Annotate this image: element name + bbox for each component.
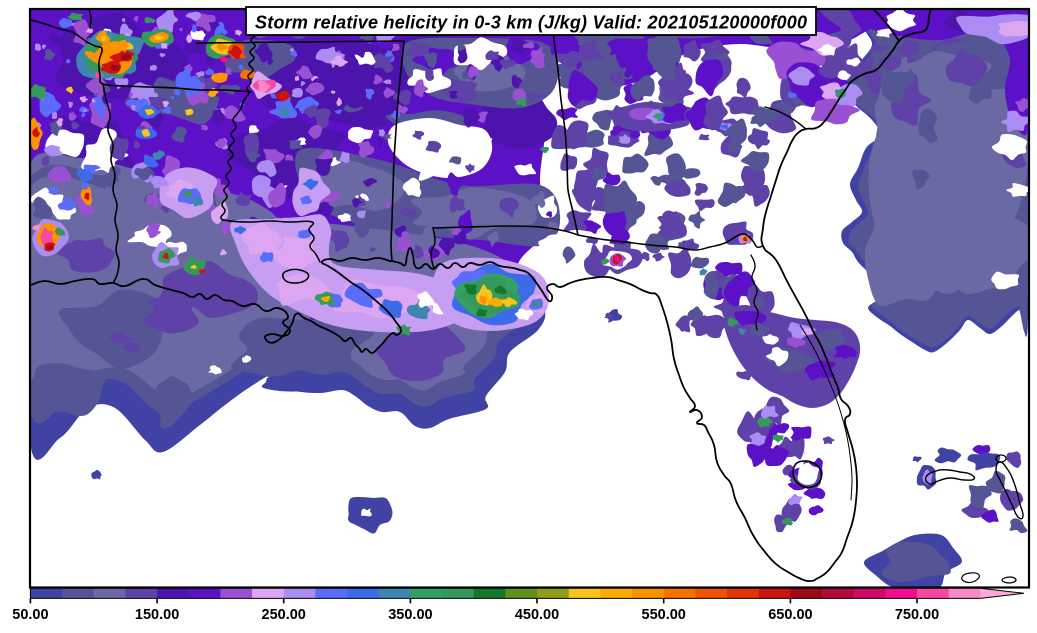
svg-text:450.00: 450.00 [515, 607, 559, 623]
svg-text:550.00: 550.00 [642, 607, 686, 623]
svg-text:350.00: 350.00 [388, 607, 432, 623]
svg-text:50.00: 50.00 [12, 607, 48, 623]
svg-text:150.00: 150.00 [135, 607, 179, 623]
svg-text:Storm relative helicity in 0-3: Storm relative helicity in 0-3 km (J/kg)… [255, 13, 807, 33]
svg-text:750.00: 750.00 [895, 607, 939, 623]
svg-text:650.00: 650.00 [768, 607, 812, 623]
svg-text:250.00: 250.00 [262, 607, 306, 623]
